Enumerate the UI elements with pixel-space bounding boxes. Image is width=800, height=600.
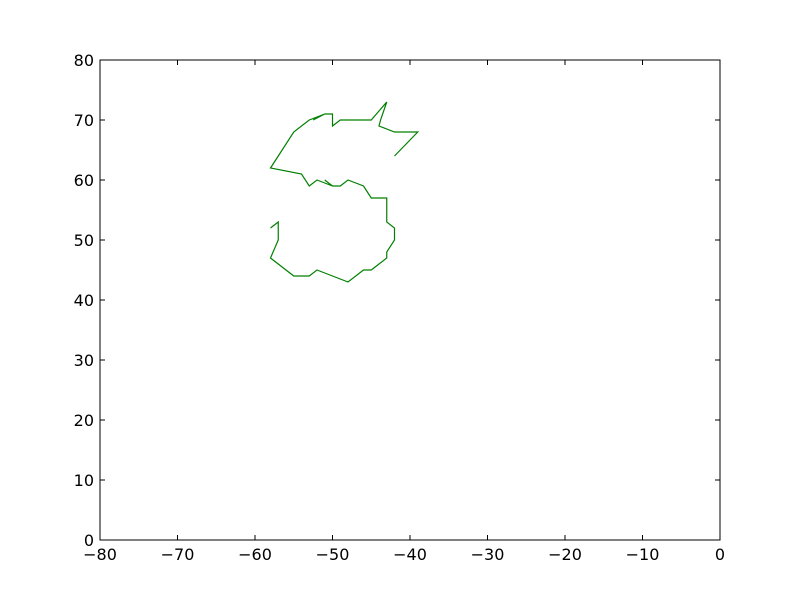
y-tick-label: 50 [74, 231, 94, 250]
y-tick-label: 10 [74, 471, 94, 490]
y-tick-label: 30 [74, 351, 94, 370]
y-tick-label: 0 [84, 531, 94, 550]
y-tick-label: 60 [74, 171, 94, 190]
y-tick-label: 80 [74, 51, 94, 70]
y-tick-label: 40 [74, 291, 94, 310]
x-tick-label: −80 [83, 545, 117, 564]
x-tick-label: −20 [548, 545, 582, 564]
x-tick-label: −70 [161, 545, 195, 564]
series-group [269, 101, 420, 283]
y-tick-label: 20 [74, 411, 94, 430]
tick-labels: −80 −70 −60 −50 −40 −30 −20 −10 0 0 10 20 30 40 50 60 70… [74, 51, 725, 564]
x-tick-label: 0 [715, 545, 725, 564]
x-tick-label: −50 [316, 545, 350, 564]
x-tick-label: −30 [471, 545, 505, 564]
x-tick-label: −40 [393, 545, 427, 564]
x-tick-label: −10 [626, 545, 660, 564]
x-tick-label: −60 [238, 545, 272, 564]
series-line-1 [269, 101, 420, 283]
y-tick-label: 70 [74, 111, 94, 130]
axes-frame [99, 59, 721, 541]
